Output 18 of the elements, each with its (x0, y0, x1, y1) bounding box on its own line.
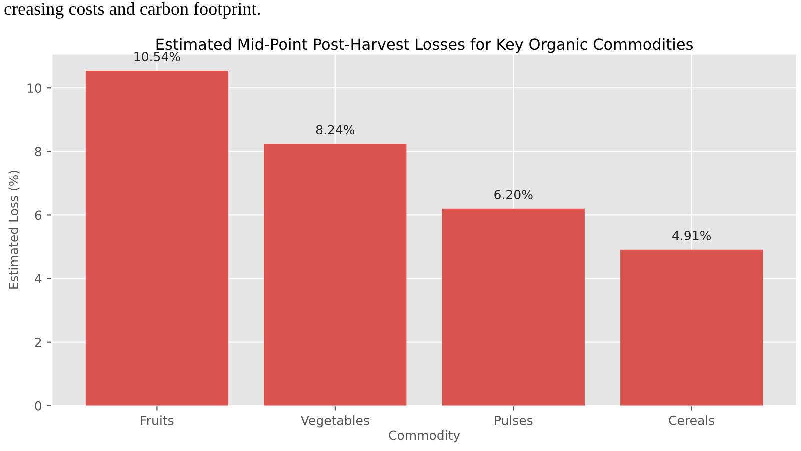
y-tick-label: 10 (28, 84, 42, 94)
data-label: 4.91% (672, 231, 712, 241)
y-tick-label: 2 (35, 338, 42, 348)
y-tick-label: 8 (35, 147, 42, 157)
x-tick-label: Vegetables (300, 416, 370, 428)
data-label: 6.20% (494, 190, 533, 200)
y-tick-label: 4 (35, 274, 42, 284)
x-tick-label: Cereals (669, 416, 715, 426)
data-label: 10.54% (134, 52, 180, 62)
y-tick-label: 0 (35, 401, 42, 411)
x-axis-title: Commodity (389, 430, 460, 443)
text: creasing costs and carbon footprint. (4, 2, 260, 19)
data-label: 8.24% (316, 125, 355, 135)
y-axis-title: Estimated Loss (%) (8, 171, 20, 289)
x-tick-label: Fruits (141, 416, 174, 426)
x-tick-label: Pulses (495, 416, 533, 426)
y-tick-label: 6 (35, 210, 42, 220)
chart-title: Estimated Mid-Point Post-Harvest Losses for Key Organic Commodities (156, 38, 693, 54)
